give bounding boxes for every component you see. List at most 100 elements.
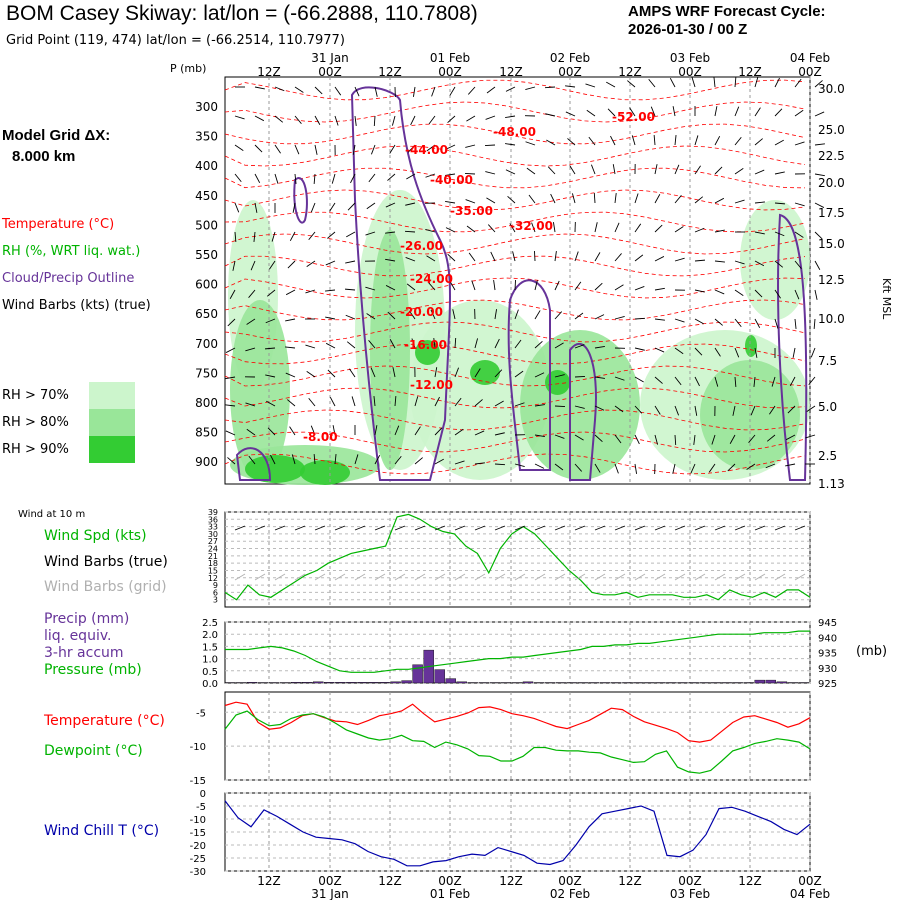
wind-barb-349 bbox=[614, 405, 624, 413]
wind-barb-205 bbox=[734, 260, 745, 265]
wind-barb-150 bbox=[234, 231, 237, 243]
wind-barb-393 bbox=[291, 454, 296, 465]
wind-speed-label: Wind Spd (kts) bbox=[44, 528, 147, 544]
wind-barb-270 bbox=[225, 347, 236, 353]
wind-barb-405 bbox=[534, 463, 545, 469]
wind-barb-400 bbox=[434, 458, 444, 465]
wind-barb-199 bbox=[614, 253, 622, 262]
precip-bar bbox=[578, 682, 589, 684]
wind-barb-176 bbox=[754, 231, 765, 235]
temperature-contour-label: -32.00 bbox=[510, 219, 553, 233]
wind-barb-203 bbox=[694, 259, 706, 262]
wind10m-barb-true bbox=[774, 525, 786, 531]
wind-barb-19 bbox=[606, 81, 616, 88]
pressure-tick-label: 300 bbox=[195, 100, 218, 114]
wind-barb-408 bbox=[594, 463, 601, 473]
wind-barb-412 bbox=[672, 463, 676, 474]
temperature-contour-9 bbox=[224, 277, 806, 299]
precip-bar bbox=[324, 682, 335, 684]
wind-barb-26 bbox=[754, 77, 759, 88]
wind-barb-415 bbox=[727, 463, 736, 472]
pressure-axis-label: P (mb) bbox=[170, 62, 207, 75]
wind-barb-160 bbox=[425, 228, 436, 233]
wind-barb-391 bbox=[248, 455, 256, 465]
wind10m-barb-grid bbox=[334, 573, 346, 581]
wind10m-barb-grid bbox=[234, 573, 246, 581]
wind-barb-265 bbox=[734, 318, 742, 328]
wind-barb-184 bbox=[306, 260, 316, 267]
wind-barb-267 bbox=[774, 318, 779, 329]
wind-barbs-true-label: Wind Barbs (true) bbox=[44, 554, 168, 570]
precip-bar bbox=[765, 679, 776, 684]
pressure-tick-label: 350 bbox=[195, 130, 218, 144]
wind-barb-291 bbox=[654, 347, 665, 353]
wind-barb-392 bbox=[270, 454, 276, 465]
wind10m-barb-true bbox=[374, 525, 386, 531]
precip-label-3: 3-hr accum bbox=[44, 645, 124, 661]
wind-barb-210 bbox=[229, 289, 236, 299]
wind-barb-63 bbox=[294, 144, 300, 155]
wind10m-barb-true bbox=[494, 525, 506, 531]
precip-bar bbox=[754, 679, 765, 684]
wind-barb-177 bbox=[774, 231, 785, 237]
height-tick-label: 10.0 bbox=[818, 312, 845, 326]
top-hour-label: 00Z bbox=[678, 65, 702, 79]
bottom-date-label: 04 Feb bbox=[790, 887, 830, 900]
rh-shade-15 bbox=[745, 335, 757, 357]
wind-barb-251 bbox=[452, 309, 456, 320]
wind-barb-4 bbox=[314, 86, 323, 95]
wind-barb-11 bbox=[449, 86, 456, 96]
bottom-hour-label: 00Z bbox=[678, 874, 702, 888]
wind-barb-226 bbox=[554, 280, 560, 291]
wind-barb-67 bbox=[370, 144, 376, 155]
wind-barb-292 bbox=[674, 347, 684, 355]
wind-barb-114 bbox=[714, 166, 723, 175]
wind-barb-295 bbox=[734, 347, 740, 358]
top-hour-label: 00Z bbox=[318, 65, 342, 79]
wind-barb-142 bbox=[674, 195, 682, 204]
wind-barb-75 bbox=[525, 141, 536, 146]
wind-barb-343 bbox=[494, 400, 504, 407]
wind-barb-339 bbox=[414, 396, 419, 407]
wind-barb-348 bbox=[594, 405, 605, 411]
wind-barb-154 bbox=[308, 231, 316, 241]
wind-barb-21 bbox=[648, 78, 656, 88]
wind-barb-242 bbox=[265, 318, 276, 324]
wind-barb-25 bbox=[734, 76, 737, 88]
pressure-tick-label: 650 bbox=[195, 307, 218, 321]
wind10m-barb-true bbox=[674, 525, 686, 531]
wind-barb-261 bbox=[654, 318, 665, 321]
wind-barb-294 bbox=[714, 347, 721, 357]
precip-bar bbox=[401, 680, 412, 684]
wind-barb-126 bbox=[347, 202, 356, 211]
wind-barb-231 bbox=[654, 287, 665, 291]
wind-barb-273 bbox=[285, 346, 296, 349]
wind-barb-44 bbox=[505, 115, 516, 119]
wind-barb-220 bbox=[428, 282, 436, 291]
temperature-contour-label: -44.00 bbox=[405, 143, 448, 157]
wind-barb-61 bbox=[254, 144, 263, 153]
precip-bar bbox=[655, 682, 666, 684]
precip-bar bbox=[677, 682, 688, 684]
wind-barb-284 bbox=[514, 339, 522, 349]
wind10m-barb-true bbox=[314, 525, 326, 531]
top-hour-label: 00Z bbox=[438, 65, 462, 79]
wind-barb-113 bbox=[694, 165, 701, 175]
pressure-tick-label: 925 bbox=[818, 679, 837, 690]
wind10m-barb-grid bbox=[394, 573, 406, 581]
wind-barb-198 bbox=[594, 252, 601, 262]
wind-barb-224 bbox=[514, 279, 516, 291]
wind-barb-389 bbox=[805, 434, 816, 439]
wind-barb-313 bbox=[494, 369, 503, 378]
wind-barb-365 bbox=[332, 425, 336, 436]
wind-barb-293 bbox=[694, 347, 703, 356]
wind-barb-321 bbox=[654, 376, 663, 384]
wind-tick-label: 6 bbox=[213, 588, 218, 597]
wind-barb-394 bbox=[313, 453, 316, 465]
wind-barb-240 bbox=[227, 318, 236, 327]
wind-barb-171 bbox=[654, 224, 663, 233]
wind-barb-302 bbox=[265, 374, 276, 378]
wind-barb-355 bbox=[732, 405, 736, 416]
wind-barb-308 bbox=[392, 367, 396, 378]
wind-barb-264 bbox=[714, 318, 723, 326]
